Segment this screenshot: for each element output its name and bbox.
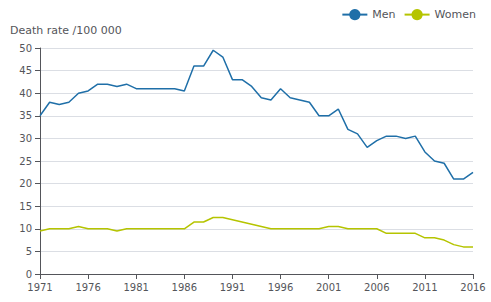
svg-text:10: 10: [19, 223, 32, 234]
svg-text:2011: 2011: [412, 282, 437, 293]
svg-text:45: 45: [19, 65, 32, 76]
svg-text:0: 0: [26, 269, 32, 280]
svg-text:2001: 2001: [316, 282, 341, 293]
svg-text:2016: 2016: [460, 282, 485, 293]
svg-text:2006: 2006: [364, 282, 389, 293]
svg-text:50: 50: [19, 43, 32, 54]
svg-text:20: 20: [19, 178, 32, 189]
svg-text:1976: 1976: [75, 282, 100, 293]
svg-text:1981: 1981: [123, 282, 148, 293]
svg-text:5: 5: [26, 246, 32, 257]
svg-text:Death rate /100 000: Death rate /100 000: [10, 24, 122, 37]
svg-text:Women: Women: [435, 8, 476, 21]
svg-text:35: 35: [19, 110, 32, 121]
svg-text:Men: Men: [372, 8, 395, 21]
svg-text:30: 30: [19, 133, 32, 144]
svg-text:1996: 1996: [268, 282, 293, 293]
svg-text:1991: 1991: [220, 282, 245, 293]
svg-text:15: 15: [19, 201, 32, 212]
svg-text:1986: 1986: [172, 282, 197, 293]
svg-text:1971: 1971: [27, 282, 52, 293]
svg-text:25: 25: [19, 156, 32, 167]
svg-text:40: 40: [19, 88, 32, 99]
